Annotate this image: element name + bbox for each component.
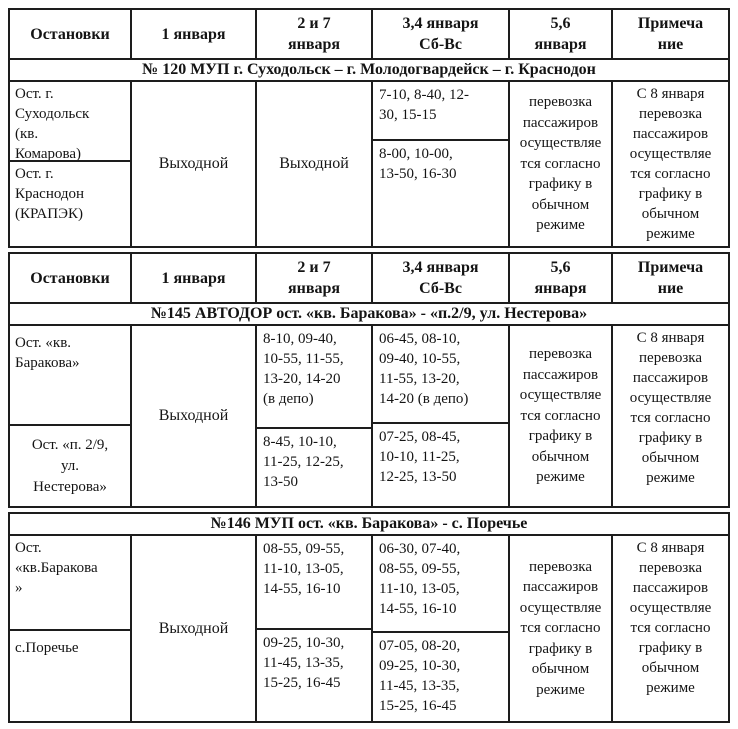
col-header-jan5-6: 5,6 января: [510, 10, 613, 58]
route-145-stops-cell: Ост. «кв. Баракова» Ост. «п. 2/9, ул. Не…: [10, 326, 132, 506]
route-145-banner-row: №145 АВТОДОР ост. «кв. Баракова» - «п.2/…: [10, 304, 728, 326]
column-header-row: Остановки 1 января 2 и 7 января 3,4 янва…: [10, 10, 728, 60]
col-header-jan1: 1 января: [132, 254, 257, 302]
route-120-note-cell: С 8 января перевозка пассажиров осуществ…: [629, 86, 712, 242]
route-145-jan2-7-cell: 8-10, 09-40, 10-55, 11-55, 13-20, 14-20 …: [257, 326, 373, 506]
route-145-title: №145 АВТОДОР ост. «кв. Баракова» - «п.2/…: [150, 305, 588, 322]
col-header-stops: Остановки: [10, 254, 132, 302]
route-146-jan3-4-return: 07-05, 08-20, 09-25, 10-30, 11-45, 13-35…: [379, 638, 461, 714]
route-120-jan2-7-cell: Выходной: [257, 82, 373, 246]
stop-krasnodon: Ост. г. Краснодон (КРАПЭК): [15, 166, 85, 222]
route-120-times-outbound: 7-10, 8-40, 12- 30, 15-15: [373, 82, 508, 141]
col-header-stops: Остановки: [10, 10, 132, 58]
route-146-jan2-7-outbound: 08-55, 09-55, 11-10, 13-05, 14-55, 16-10: [257, 536, 371, 630]
col-header-jan5-6: 5,6 января: [510, 254, 613, 302]
route-146-data-row: Ост. «кв.Баракова » с.Поречье Выходной 0…: [10, 536, 728, 721]
route-146-note-cell: С 8 января перевозка пассажиров осуществ…: [629, 540, 712, 696]
route-145-jan5-6-cell: перевозка пассажиров осуществляе тся сог…: [510, 326, 613, 506]
route-120-times-return: 8-00, 10-00, 13-50, 16-30: [379, 146, 457, 182]
route-120-jan3-4-cell: 7-10, 8-40, 12- 30, 15-15 8-00, 10-00, 1…: [373, 82, 510, 246]
route-146-jan3-4-outbound: 06-30, 07-40, 08-55, 09-55, 11-10, 13-05…: [373, 536, 508, 633]
col-header-jan3-4: 3,4 января Сб-Вс: [373, 10, 510, 58]
route-120-data-row: Ост. г. Суходольск (кв. Комарова) Ост. г…: [10, 82, 728, 246]
route-146-jan2-7-return: 09-25, 10-30, 11-45, 13-35, 15-25, 16-45: [263, 635, 345, 691]
route-146-jan3-4-cell: 06-30, 07-40, 08-55, 09-55, 11-10, 13-05…: [373, 536, 510, 721]
route-145-note-cell: С 8 января перевозка пассажиров осуществ…: [629, 330, 712, 486]
route-146-stops-cell: Ост. «кв.Баракова » с.Поречье: [10, 536, 132, 721]
stop-barakova: Ост. «кв. Баракова»: [10, 326, 130, 426]
col-header-jan2-7: 2 и 7 января: [257, 10, 373, 58]
column-header-row: Остановки 1 января 2 и 7 января 3,4 янва…: [10, 254, 728, 304]
col-header-note: Примеча ние: [637, 15, 704, 53]
stop-kv-barakova: Ост. «кв.Баракова »: [10, 536, 130, 631]
route-146-banner-row: №146 МУП ост. «кв. Баракова» - с. Поречь…: [10, 514, 728, 536]
route-146-jan1-cell: Выходной: [132, 536, 257, 721]
route-120-title: № 120 МУП г. Суходольск – г. Молодогвард…: [142, 61, 596, 78]
stop-poreche: с.Поречье: [15, 640, 79, 656]
schedule-table-route-146: №146 МУП ост. «кв. Баракова» - с. Поречь…: [8, 512, 730, 723]
route-146-jan2-7-cell: 08-55, 09-55, 11-10, 13-05, 14-55, 16-10…: [257, 536, 373, 721]
col-header-jan2-7: 2 и 7 января: [257, 254, 373, 302]
schedule-table-route-145: Остановки 1 января 2 и 7 января 3,4 янва…: [8, 252, 730, 508]
stop-sukhodolsk: Ост. г. Суходольск (кв. Комарова): [10, 82, 130, 162]
route-145-jan2-7-outbound: 8-10, 09-40, 10-55, 11-55, 13-20, 14-20 …: [257, 326, 371, 429]
stop-nesterova: Ост. «п. 2/9, ул. Нестерова»: [31, 436, 109, 495]
col-header-jan1: 1 января: [132, 10, 257, 58]
route-146-title: №146 МУП ост. «кв. Баракова» - с. Поречь…: [210, 515, 528, 532]
schedule-table-route-120: Остановки 1 января 2 и 7 января 3,4 янва…: [8, 8, 730, 248]
route-120-stops-cell: Ост. г. Суходольск (кв. Комарова) Ост. г…: [10, 82, 132, 246]
route-120-banner-row: № 120 МУП г. Суходольск – г. Молодогвард…: [10, 60, 728, 82]
route-146-jan5-6-cell: перевозка пассажиров осуществляе тся сог…: [510, 536, 613, 721]
col-header-jan3-4: 3,4 января Сб-Вс: [373, 254, 510, 302]
route-145-jan3-4-outbound: 06-45, 08-10, 09-40, 10-55, 11-55, 13-20…: [373, 326, 508, 424]
col-header-note: Примеча ние: [637, 259, 704, 297]
route-120-jan1-cell: Выходной: [132, 82, 257, 246]
route-145-jan1-cell: Выходной: [132, 326, 257, 506]
route-145-jan3-4-cell: 06-45, 08-10, 09-40, 10-55, 11-55, 13-20…: [373, 326, 510, 506]
route-145-jan2-7-return: 8-45, 10-10, 11-25, 12-25, 13-50: [263, 434, 344, 490]
route-120-jan5-6-cell: перевозка пассажиров осуществляе тся сог…: [510, 82, 613, 246]
route-145-jan3-4-return: 07-25, 08-45, 10-10, 11-25, 12-25, 13-50: [379, 429, 461, 485]
route-145-data-row: Ост. «кв. Баракова» Ост. «п. 2/9, ул. Не…: [10, 326, 728, 506]
